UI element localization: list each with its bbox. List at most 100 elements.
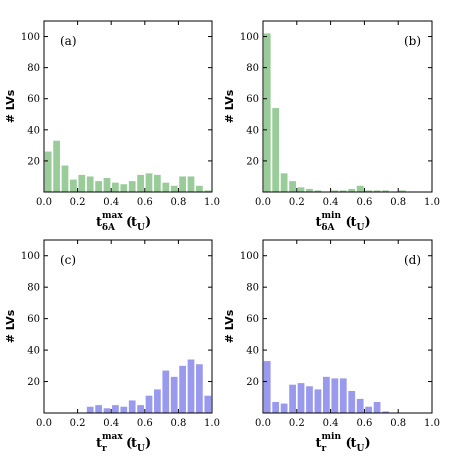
x-tick-label: 0.4 (323, 197, 339, 208)
y-tick-label: 60 (27, 314, 40, 325)
bar (145, 395, 153, 413)
x-tick-label: 1.0 (204, 197, 220, 208)
bar (373, 190, 381, 192)
bar (86, 406, 94, 413)
bar (103, 408, 111, 413)
bar (162, 182, 170, 192)
bar (112, 405, 119, 413)
bar (289, 384, 296, 413)
bar (289, 181, 296, 192)
y-tick-label: 100 (240, 251, 259, 262)
x-tick-label: 0.0 (36, 197, 52, 208)
bar (365, 406, 373, 413)
x-tick-label: 0.8 (170, 418, 186, 429)
plot-frame (262, 20, 433, 193)
y-tick-label: 80 (246, 283, 259, 294)
bar (187, 176, 195, 192)
y-tick-label: 20 (246, 377, 259, 388)
x-axis-label-sup: max (102, 211, 123, 221)
x-axis-label-base: t (316, 215, 322, 230)
y-tick-label: 60 (246, 314, 259, 325)
bar (280, 173, 288, 192)
bar (86, 176, 94, 192)
plot-frame (262, 239, 433, 414)
x-tick-label: 0.4 (103, 197, 119, 208)
x-axis-label-paren-open: ( (346, 436, 352, 451)
y-tick-label: 20 (27, 156, 40, 167)
bar (103, 178, 111, 192)
bar (61, 165, 69, 192)
bar (272, 401, 280, 413)
x-axis-label-base: t (96, 215, 102, 230)
x-tick-label: 0.2 (70, 197, 86, 208)
y-tick-label: 100 (21, 32, 40, 43)
y-tick-label: 40 (27, 125, 40, 136)
y-axis-label: # LVs (223, 89, 236, 123)
y-tick-label: 100 (21, 251, 40, 262)
bar (356, 398, 364, 413)
x-axis-label-base: t (316, 436, 322, 451)
x-axis-label-unit: t (351, 436, 357, 451)
bar (306, 188, 313, 192)
x-tick-label: 0.6 (137, 197, 153, 208)
bar (112, 182, 119, 192)
bar (120, 406, 128, 413)
bar (196, 185, 203, 192)
x-axis-label-paren-close: ) (365, 436, 371, 451)
panel-2: 0.0 0.2 0.4 0.6 0.8 1.0 20 40 60 80 100 # LVs (b) t mi… (223, 20, 440, 233)
panel-3: 0.0 0.2 0.4 0.6 0.8 1.0 20 40 60 80 100 # LVs (c) t ma… (4, 239, 220, 454)
x-axis-label-paren-open: ( (346, 215, 352, 230)
bar (297, 187, 305, 192)
bar (154, 389, 161, 413)
x-axis-label-paren-open: ( (126, 436, 132, 451)
bar (53, 140, 60, 192)
y-tick-label: 40 (246, 346, 259, 357)
bar (314, 190, 322, 192)
bar (128, 400, 136, 413)
bar (348, 188, 356, 192)
x-axis-label-unit-sub: U (137, 223, 145, 233)
x-tick-label: 0.2 (289, 197, 305, 208)
y-tick-label: 40 (246, 125, 259, 136)
bar (280, 403, 288, 413)
bar (373, 401, 381, 413)
x-tick-label: 1.0 (204, 418, 220, 429)
y-tick-label: 40 (27, 346, 40, 357)
x-axis-label-paren-close: ) (365, 215, 371, 230)
x-axis-label-paren-close: ) (145, 436, 151, 451)
x-tick-label: 0.2 (289, 418, 305, 429)
bar (263, 361, 271, 413)
bar (382, 190, 389, 192)
bar (272, 108, 280, 192)
bar (196, 364, 203, 413)
y-axis-label: # LVs (4, 89, 17, 123)
bar (179, 176, 186, 192)
y-tick-label: 60 (27, 94, 40, 105)
x-tick-label: 0.6 (356, 197, 372, 208)
x-axis-label-sub: δA (102, 223, 116, 233)
y-tick-label: 60 (246, 94, 259, 105)
bar (263, 33, 271, 192)
bar (331, 190, 339, 192)
bar (95, 405, 102, 413)
x-axis-label-unit-sub: U (357, 444, 365, 454)
panel-label: (a) (60, 34, 77, 48)
panel-label: (c) (60, 253, 76, 267)
panel-1: 0.0 0.2 0.4 0.6 0.8 1.0 20 40 60 80 100 # LVs (a) t ma… (4, 20, 220, 233)
bar (120, 184, 128, 192)
bar (365, 190, 373, 192)
bar (204, 395, 212, 413)
x-axis-label-base: t (96, 436, 102, 451)
bar (145, 173, 153, 192)
x-axis-label-sup: min (322, 432, 342, 442)
x-tick-label: 0.0 (255, 197, 271, 208)
bar (70, 179, 77, 192)
x-tick-label: 0.4 (103, 418, 119, 429)
bar (331, 378, 339, 413)
x-axis-label-sub: δA (322, 223, 336, 233)
x-axis-label-unit-sub: U (357, 223, 365, 233)
